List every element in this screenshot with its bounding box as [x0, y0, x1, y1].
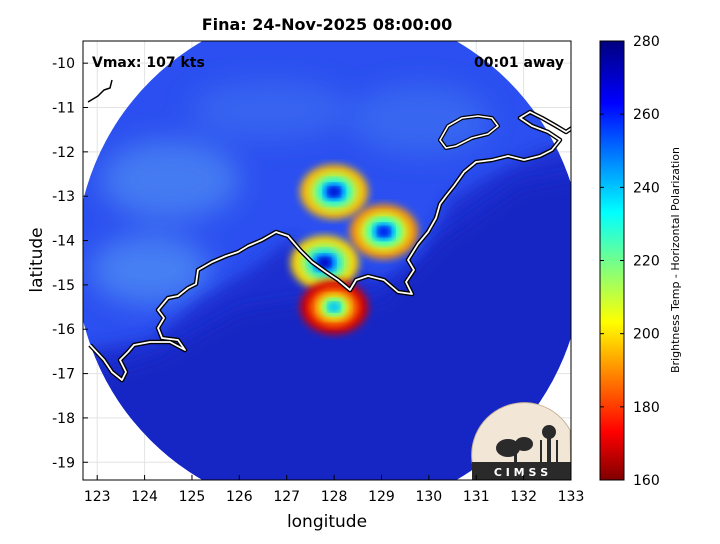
- x-tick-label: 129: [368, 489, 395, 505]
- x-tick-label: 127: [273, 489, 300, 505]
- x-tick-label: 128: [321, 489, 348, 505]
- x-tick-label: 124: [131, 489, 158, 505]
- cimss-logo: C I M S S: [471, 402, 571, 480]
- y-tick-label: -17: [52, 367, 75, 383]
- axes-frame: [82, 40, 572, 481]
- y-tick-label: -16: [52, 322, 75, 338]
- x-tick-label: 133: [558, 489, 585, 505]
- core-ring: [328, 302, 341, 312]
- colorbar-tick-label: 280: [633, 34, 660, 50]
- colorbar-label: Brightness Temp - Horizontal Polarizatio…: [669, 147, 682, 373]
- coastline: [87, 79, 571, 383]
- colorbar-tick-label: 180: [633, 400, 660, 416]
- x-tick-label: 123: [84, 489, 111, 505]
- y-tick-label: -12: [52, 145, 75, 161]
- vmax-annotation: Vmax: 107 kts: [92, 55, 205, 71]
- time-away-annotation: 00:01 away: [474, 55, 564, 71]
- colorbar-tick-label: 160: [633, 473, 660, 489]
- coastline-north: [87, 79, 113, 103]
- cold-core: [300, 164, 369, 219]
- y-tick-label: -10: [52, 56, 75, 72]
- x-tick-label: 130: [415, 489, 442, 505]
- colorbar-tick-label: 200: [633, 327, 660, 343]
- x-axis-label: longitude: [287, 512, 367, 532]
- colorbar-ticks: 280 260 240 220 200 180 160: [600, 34, 660, 489]
- x-tick-label: 131: [463, 489, 490, 505]
- x-axis: 123 124 125 126 127 128 129 130 131 132 133: [84, 475, 585, 505]
- colorbar-tick-label: 240: [633, 180, 660, 196]
- core-ring: [377, 226, 390, 237]
- x-tick-label: 125: [179, 489, 206, 505]
- core-ring: [318, 257, 331, 268]
- convection-cores: [290, 164, 418, 335]
- y-tick-label: -18: [52, 411, 75, 427]
- cimss-logo-text: C I M S S: [494, 466, 548, 479]
- x-tick-label: 126: [226, 489, 253, 505]
- y-tick-label: -15: [52, 278, 75, 294]
- x-tick-label: 132: [510, 489, 537, 505]
- swath-layer: [83, 41, 571, 480]
- chart-title: Fina: 24-Nov-2025 08:00:00: [202, 15, 453, 34]
- y-tick-label: -13: [52, 189, 75, 205]
- y-axis: -10 -11 -12 -13 -14 -15 -16 -17 -18 -19: [52, 56, 88, 471]
- y-tick-label: -14: [52, 234, 75, 250]
- cold-core: [290, 235, 359, 290]
- y-tick-label: -11: [52, 101, 75, 117]
- colorbar-tick-label: 220: [633, 254, 660, 270]
- y-tick-label: -19: [52, 455, 75, 471]
- colorbar-tick-label: 260: [633, 107, 660, 123]
- cold-core: [300, 279, 369, 335]
- cold-core: [349, 204, 418, 259]
- y-axis-label: latitude: [27, 227, 47, 292]
- core-ring: [328, 186, 341, 197]
